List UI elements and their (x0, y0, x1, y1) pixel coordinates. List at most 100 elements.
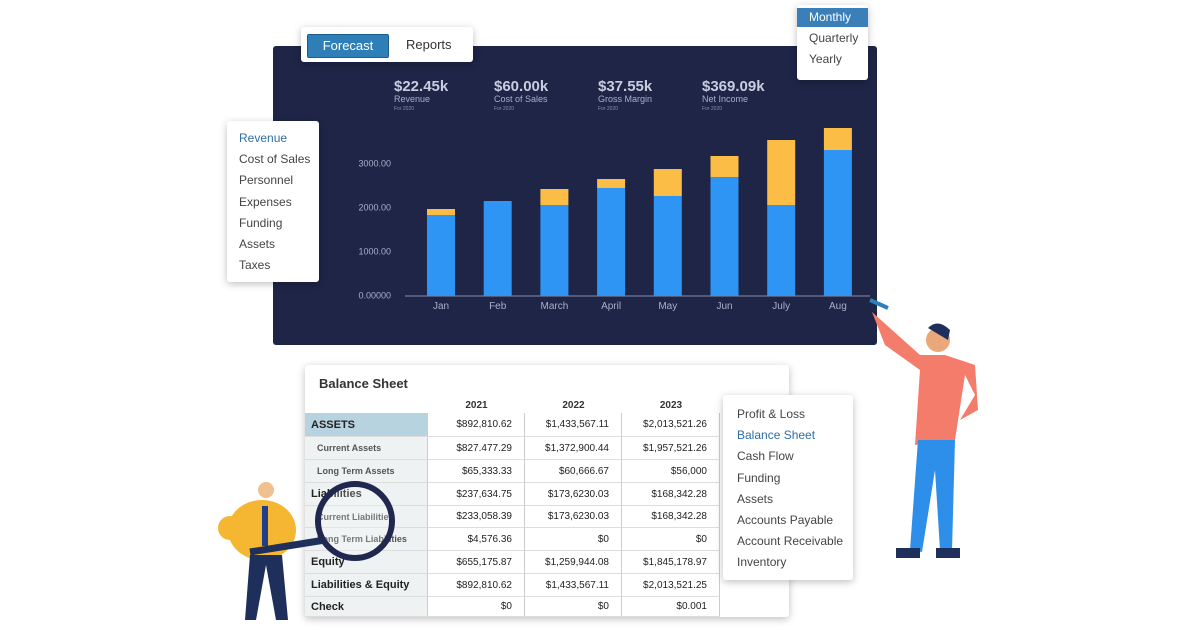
table-cell: $0 (622, 528, 720, 551)
row-label: Liabilities (305, 483, 428, 506)
bar-segment (540, 205, 569, 296)
table-cell: $4,576.36 (428, 528, 525, 551)
menu-item[interactable]: Monthly (797, 8, 868, 27)
column-header: 2021 (465, 400, 488, 411)
x-tick-label: Aug (829, 301, 847, 312)
tab[interactable]: Reports (406, 37, 452, 52)
table-cell: $2,013,521.26 (622, 413, 720, 437)
menu-item[interactable]: Funding (737, 470, 781, 485)
y-tick-label: 3000.00 (358, 158, 391, 168)
table-cell: $56,000 (622, 460, 720, 483)
table-cell: $1,259,944.08 (525, 551, 622, 574)
menu-item[interactable]: Yearly (809, 52, 842, 66)
kpi-value: $37.55k (598, 78, 653, 95)
menu-item[interactable]: Revenue (239, 131, 288, 145)
row-label: ASSETS (305, 413, 428, 437)
bar-segment (767, 140, 796, 206)
table-cell: $233,058.39 (428, 506, 525, 528)
table-cell: $1,372,900.44 (525, 437, 622, 460)
kpi-label: Net Income (702, 94, 748, 104)
table-cell: $60,666.67 (525, 460, 622, 483)
menu-item[interactable]: Expenses (239, 194, 292, 209)
menu-item[interactable]: Cost of Sales (239, 152, 311, 167)
bar-segment (597, 179, 626, 188)
menu-item[interactable]: Quarterly (809, 31, 859, 45)
bar-segment (427, 209, 455, 215)
bar-segment (483, 201, 512, 296)
menu-item[interactable]: Account Receivable (737, 534, 844, 549)
row-label: Long Term Liabilities (305, 528, 428, 551)
row-label: Equity (305, 551, 428, 574)
bar-segment (653, 195, 682, 296)
menu-item[interactable]: Balance Sheet (737, 428, 816, 443)
row-label: Long Term Assets (305, 460, 428, 483)
table-cell: $1,433,567.11 (525, 574, 622, 597)
row-label: Current Liabilities (305, 506, 428, 528)
bar-segment (767, 205, 796, 296)
kpi-value: $22.45k (394, 78, 449, 95)
x-tick-label: April (601, 301, 621, 312)
table-cell: $168,342.28 (622, 483, 720, 506)
table-cell: $892,810.62 (428, 413, 525, 437)
x-tick-label: Jan (433, 301, 449, 312)
y-tick-label: 2000.00 (358, 202, 391, 212)
x-tick-label: May (658, 301, 677, 312)
kpi-note: For 2020 (598, 106, 618, 112)
y-tick-label: 0.00000 (358, 290, 391, 300)
side-menu: Revenue Cost of Sales Personnel Expenses Fun… (227, 121, 319, 282)
table-cell: $237,634.75 (428, 483, 525, 506)
bar-segment (597, 187, 626, 296)
menu-item[interactable]: Profit & Loss (737, 407, 806, 421)
menu-item[interactable]: Personnel (239, 173, 294, 188)
person-right (869, 298, 978, 558)
bar-segment (653, 169, 682, 196)
bar-segment (823, 150, 852, 296)
menu-item[interactable]: Assets (239, 237, 276, 251)
bar-segment (710, 155, 739, 177)
row-label: Current Assets (305, 437, 428, 460)
table-cell: $0 (525, 528, 622, 551)
x-tick-label: Jun (716, 301, 732, 312)
menu-item[interactable]: Assets (737, 491, 774, 506)
dashboard-panel: $22.45k Revenue For 2020 $60.00k Cost of Sal… (273, 46, 877, 345)
kpi-note: For 2020 (702, 106, 722, 112)
table-cell: $0 (525, 597, 622, 617)
table-cell: $655,175.87 (428, 551, 525, 574)
tab[interactable]: Forecast (307, 34, 389, 58)
bar-segment (823, 128, 852, 151)
row-label: Liabilities & Equity (305, 574, 428, 597)
menu-item[interactable]: Funding (239, 215, 283, 230)
bar-segment (427, 214, 455, 296)
kpi-value: $60.00k (494, 78, 549, 95)
tab-bar: Forecast Reports (301, 27, 473, 62)
table-cell: $173,6230.03 (525, 483, 622, 506)
table-cell: $2,013,521.25 (622, 574, 720, 597)
table-cell: $65,333.33 (428, 460, 525, 483)
table-cell: $173,6230.03 (525, 506, 622, 528)
x-tick-label: March (541, 301, 569, 312)
x-tick-label: Feb (489, 301, 507, 312)
kpi-note: For 2020 (394, 106, 414, 112)
table-cell: $892,810.62 (428, 574, 525, 597)
report-menu: Profit & Loss Balance Sheet Cash Flow Fundi… (723, 395, 853, 580)
period-menu: Monthly Quarterly Yearly (797, 5, 868, 80)
sheet-title: Balance Sheet (319, 376, 408, 391)
table-cell: $0.001 (622, 597, 720, 617)
table-cell: $168,342.28 (622, 506, 720, 528)
bar-segment (710, 176, 739, 296)
bar-segment (540, 188, 569, 206)
row-label: Check (305, 597, 428, 617)
menu-item[interactable]: Accounts Payable (737, 513, 834, 527)
kpi-label: Revenue (394, 94, 430, 104)
column-header: 2022 (562, 400, 585, 411)
kpi-value: $369.09k (702, 78, 765, 95)
table-cell: $827.477.29 (428, 437, 525, 460)
menu-item[interactable]: Inventory (737, 555, 787, 570)
table-cell: $1,957,521.26 (622, 437, 720, 460)
menu-item[interactable]: Cash Flow (737, 449, 794, 464)
menu-item[interactable]: Taxes (239, 258, 271, 273)
kpi-label: Cost of Sales (494, 94, 548, 104)
kpi-note: For 2020 (494, 106, 514, 112)
